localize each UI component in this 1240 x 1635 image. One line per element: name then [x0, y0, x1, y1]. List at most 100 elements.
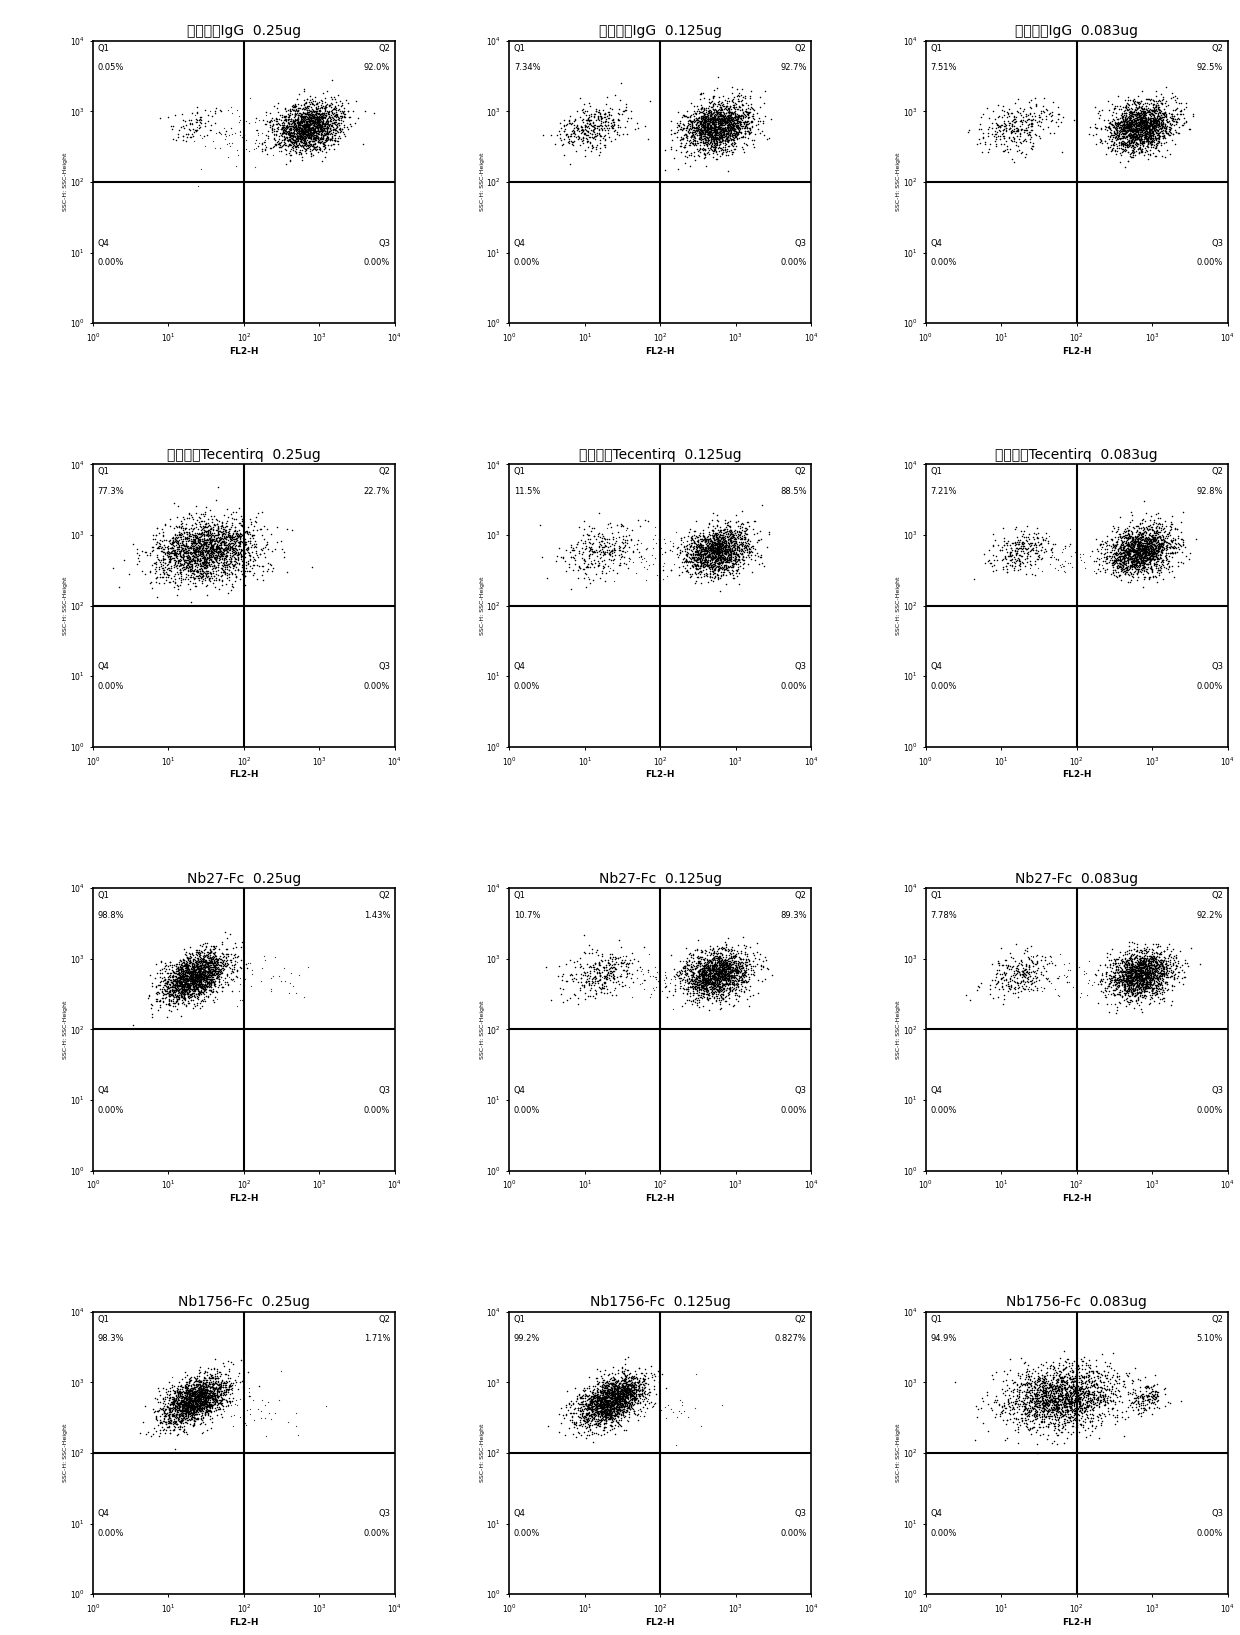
Point: [717, 556, 737, 582]
Point: [196, 522, 216, 548]
Point: [990, 113, 1009, 139]
Point: [714, 128, 734, 154]
Point: [1091, 960, 1111, 986]
Point: [1065, 1380, 1085, 1406]
Point: [725, 974, 745, 1001]
Point: [224, 553, 244, 579]
Point: [187, 963, 207, 989]
Point: [1138, 517, 1158, 543]
Point: [1079, 1416, 1099, 1442]
Point: [727, 955, 746, 981]
Point: [293, 126, 312, 152]
Point: [143, 526, 162, 553]
Point: [1115, 96, 1135, 123]
Point: [1002, 128, 1022, 154]
Point: [998, 973, 1018, 999]
Point: [200, 535, 219, 561]
Point: [284, 128, 304, 154]
Point: [192, 1390, 212, 1416]
Point: [1094, 108, 1114, 134]
Point: [203, 963, 223, 989]
Point: [1114, 113, 1133, 139]
Point: [1148, 1386, 1168, 1413]
Point: [1125, 110, 1145, 136]
Point: [1109, 546, 1128, 572]
Point: [185, 1375, 205, 1401]
Point: [1147, 114, 1167, 141]
Point: [1121, 976, 1141, 1002]
Point: [293, 103, 312, 129]
Point: [1049, 1396, 1069, 1422]
Point: [1063, 1396, 1083, 1422]
Point: [599, 1385, 619, 1411]
Point: [728, 971, 748, 997]
Point: [300, 119, 320, 146]
Point: [193, 974, 213, 1001]
Point: [1039, 1378, 1059, 1404]
Point: [1136, 940, 1156, 966]
Point: [712, 101, 732, 128]
Point: [185, 1404, 205, 1431]
Point: [159, 1411, 179, 1437]
Point: [167, 1385, 187, 1411]
Point: [210, 536, 229, 562]
Point: [1090, 968, 1110, 994]
Point: [184, 1386, 203, 1413]
Point: [1143, 538, 1163, 564]
Point: [197, 554, 217, 580]
Point: [1130, 970, 1149, 996]
Point: [681, 953, 701, 979]
Point: [180, 966, 200, 992]
Point: [191, 1388, 211, 1414]
Point: [1137, 108, 1157, 134]
Point: [1133, 956, 1153, 983]
Point: [688, 531, 708, 558]
Point: [1140, 530, 1159, 556]
Point: [727, 960, 746, 986]
Point: [717, 549, 737, 576]
Point: [188, 536, 208, 562]
Point: [1123, 106, 1143, 132]
Point: [1034, 1393, 1054, 1419]
Point: [718, 544, 738, 571]
Point: [1014, 1393, 1034, 1419]
Point: [621, 1365, 641, 1391]
Point: [291, 108, 311, 134]
Point: [202, 531, 222, 558]
Point: [713, 544, 733, 571]
Point: [1148, 523, 1168, 549]
Point: [218, 551, 238, 577]
Point: [300, 111, 320, 137]
Point: [578, 1396, 598, 1422]
Point: [1025, 963, 1045, 989]
Point: [1149, 113, 1169, 139]
Point: [692, 541, 712, 567]
Point: [1140, 966, 1159, 992]
Point: [594, 548, 614, 574]
Point: [1006, 973, 1025, 999]
Point: [990, 114, 1009, 141]
Point: [579, 1391, 599, 1418]
Point: [708, 971, 728, 997]
Point: [211, 948, 231, 974]
Point: [205, 1355, 224, 1382]
Point: [174, 1401, 193, 1427]
Point: [715, 100, 735, 126]
Point: [1154, 131, 1174, 157]
Point: [724, 541, 744, 567]
Point: [708, 544, 728, 571]
Point: [1114, 123, 1133, 149]
Point: [224, 930, 244, 956]
Point: [1092, 1385, 1112, 1411]
Point: [718, 128, 738, 154]
Point: [190, 1367, 210, 1393]
Point: [1122, 970, 1142, 996]
Point: [187, 973, 207, 999]
Point: [582, 1395, 601, 1421]
Point: [1068, 1401, 1087, 1427]
Point: [582, 121, 601, 147]
Point: [1114, 549, 1133, 576]
Point: [177, 540, 197, 566]
Point: [698, 950, 718, 976]
Point: [206, 1388, 226, 1414]
